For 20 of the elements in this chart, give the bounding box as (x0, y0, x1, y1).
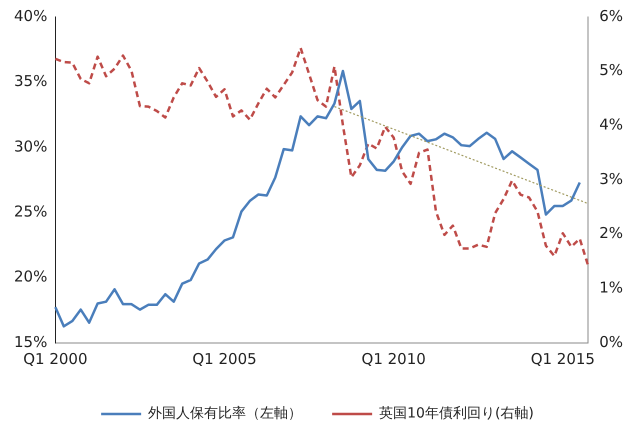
y-tick-label: 30% (14, 137, 48, 156)
y2-tick-label: 0% (599, 332, 623, 351)
x-tick-label: Q1 2010 (362, 350, 426, 368)
y2-tick-label: 4% (599, 116, 623, 134)
y-tick-label: 15% (14, 332, 48, 351)
x-tick-label: Q1 2015 (530, 350, 595, 368)
y2-tick-label: 1% (599, 278, 623, 297)
y2-tick-label: 5% (599, 61, 623, 80)
y2-tick-label: 2% (599, 224, 623, 242)
y-tick-label: 35% (14, 72, 48, 90)
legend-label: 外国人保有比率（左軸） (148, 406, 302, 422)
x-tick-label: Q1 2000 (23, 350, 88, 368)
y2-tick-label: 6% (599, 6, 623, 25)
y-tick-label: 20% (14, 268, 48, 286)
x-tick-label: Q1 2005 (192, 350, 257, 368)
line-series (54, 46, 590, 268)
y-tick-label: 25% (14, 202, 48, 220)
y-tick-label: 40% (14, 6, 48, 25)
legend-label: 英国10年債利回り(右軸) (379, 406, 534, 422)
y2-tick-label: 3% (599, 170, 623, 188)
